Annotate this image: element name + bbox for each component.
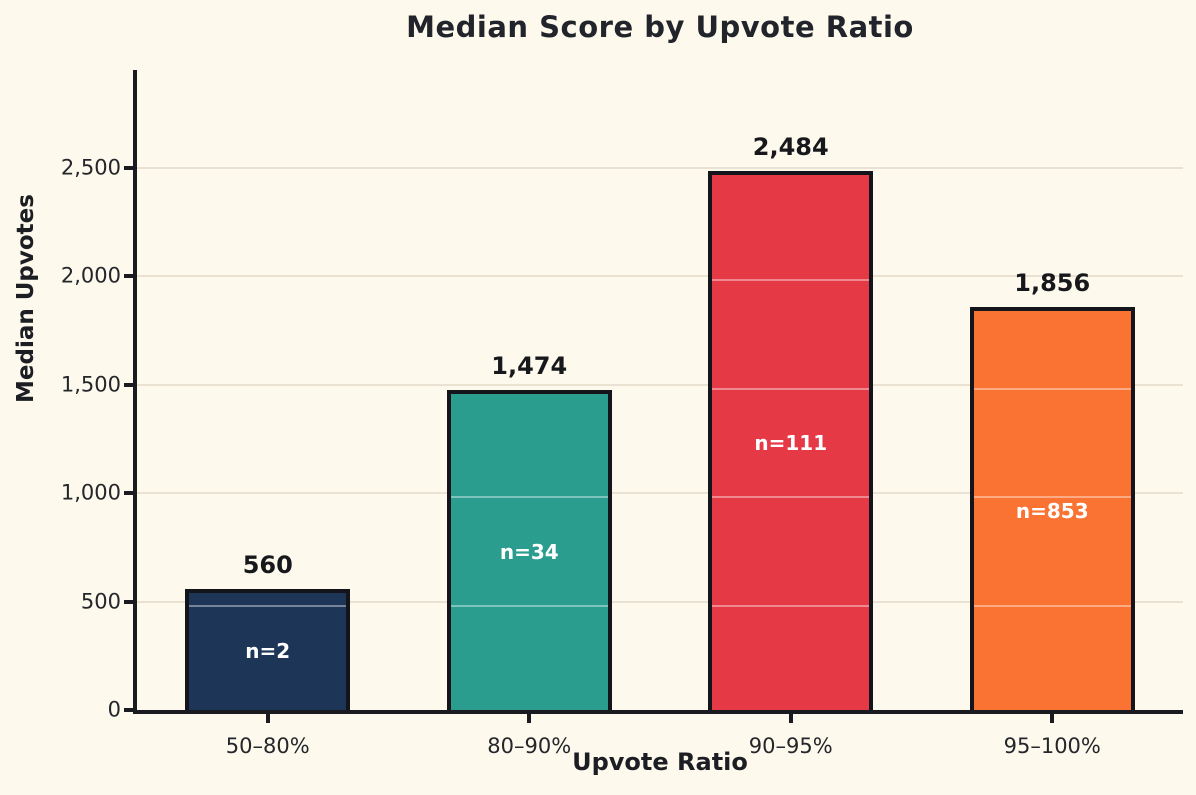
gridline-overlay-y-500 [973,604,1131,607]
bar-90-95: n=111 [708,171,874,710]
gridline-overlay-y-500 [189,604,347,607]
y-tick-label: 500 [80,589,121,614]
bar-50-80: n=2 [185,588,351,710]
x-tick-label: 50–80% [225,734,310,758]
y-tick-label: 0 [107,697,121,722]
gridline-overlay-y-1000 [973,496,1131,499]
bar-n-label: n=2 [245,639,291,664]
gridline-overlay-y-1000 [450,496,608,499]
y-tick-label: 2,500 [60,155,121,180]
y-axis-label: Median Upvotes [13,194,39,403]
bar-value-label: 1,856 [1014,269,1091,298]
y-tick-mark-1500 [124,382,133,387]
gridline-y-2000 [137,275,1183,278]
gridline-overlay-y-500 [450,604,608,607]
y-tick-mark-2500 [124,165,133,170]
x-axis-spine [133,710,1183,714]
bar-value-label: 560 [242,550,293,579]
bar-95-100: n=853 [969,307,1135,710]
y-axis-spine [133,70,137,714]
gridline-y-1000 [137,492,1183,495]
y-tick-label: 1,500 [60,372,121,397]
bar-80-90: n=34 [446,390,612,710]
y-tick-mark-0 [124,708,133,712]
chart-title: Median Score by Upvote Ratio [406,10,914,44]
gridline-overlay-y-1000 [712,496,870,499]
bar-value-label: 2,484 [752,133,829,162]
y-tick-mark-500 [124,599,133,604]
y-tick-label: 1,000 [60,480,121,505]
bar-n-label: n=34 [499,540,559,565]
y-tick-mark-2000 [124,274,133,279]
gridline-overlay-y-500 [712,604,870,607]
y-tick-mark-1000 [124,491,133,496]
x-tick-mark-1 [527,714,532,723]
x-tick-label: 80–90% [487,734,572,758]
bar-value-label: 1,474 [491,352,568,381]
gridline-overlay-y-1500 [712,387,870,390]
x-tick-mark-2 [788,714,793,723]
gridline-y-2500 [137,166,1183,169]
plot-area: 0 500 1,000 1,500 2,000 2,500 n=2 560 50–80% n=34… [61,70,1183,758]
gridline-overlay-y-1500 [973,387,1131,390]
x-tick-mark-3 [1050,714,1055,723]
bar-n-label: n=853 [1015,498,1089,523]
gridline-overlay-y-2000 [712,279,870,282]
x-tick-mark-0 [265,714,270,723]
x-tick-label: 90–95% [748,734,833,758]
y-tick-label: 2,000 [60,263,121,288]
x-tick-label: 95–100% [1003,734,1101,758]
gridline-y-500 [137,600,1183,603]
bar-n-label: n=111 [754,430,828,455]
x-axis-label: Upvote Ratio [572,748,748,776]
gridline-y-1500 [137,383,1183,386]
